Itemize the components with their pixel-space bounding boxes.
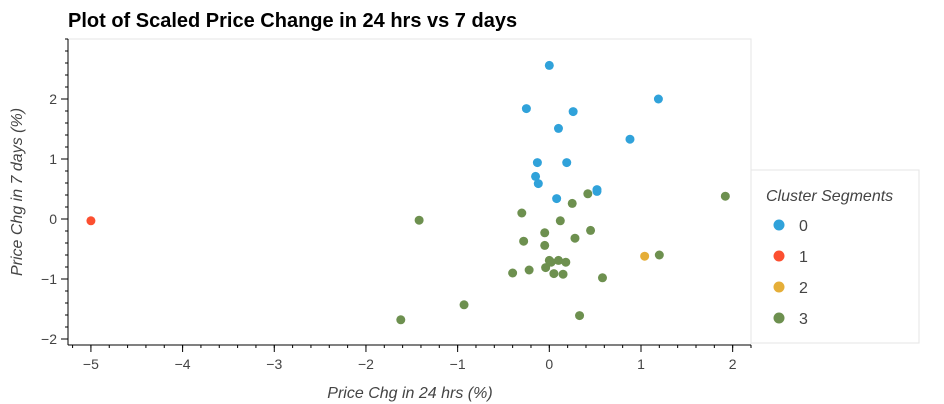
data-point-cluster-3[interactable] (541, 263, 551, 273)
data-point-cluster-0[interactable] (552, 194, 562, 204)
data-point-cluster-0[interactable] (653, 94, 663, 104)
y-tick-label: 2 (49, 91, 57, 107)
data-point-cluster-1[interactable] (86, 216, 96, 226)
data-point-cluster-3[interactable] (575, 311, 585, 321)
legend-items: 0 1 2 3 (773, 218, 808, 328)
data-point-cluster-0[interactable] (544, 60, 554, 70)
data-point-cluster-3[interactable] (414, 215, 424, 225)
data-point-cluster-3[interactable] (517, 208, 527, 218)
data-point-cluster-3[interactable] (553, 255, 563, 265)
legend-marker-2 (773, 281, 785, 293)
x-tick-label: 2 (729, 356, 737, 372)
x-axis-title: Price Chg in 24 hrs (%) (327, 385, 492, 402)
x-tick-label: −3 (266, 356, 282, 372)
legend-label-0: 0 (799, 218, 808, 235)
data-point-cluster-3[interactable] (524, 265, 534, 275)
y-axis: −2 −1 0 1 2 (41, 38, 69, 347)
x-tick-label: −5 (83, 356, 99, 372)
data-points (86, 60, 730, 325)
legend-title: Cluster Segments (766, 188, 893, 205)
data-point-cluster-0[interactable] (592, 186, 602, 196)
data-point-cluster-3[interactable] (546, 257, 556, 267)
data-point-cluster-3[interactable] (459, 300, 469, 310)
data-point-cluster-2[interactable] (640, 251, 650, 261)
data-point-cluster-3[interactable] (583, 189, 593, 199)
x-tick-label: −2 (358, 356, 374, 372)
x-axis: −5 −4 −3 −2 −1 0 1 2 (68, 344, 752, 372)
legend[interactable]: Cluster Segments 0 1 2 3 (750, 169, 920, 344)
data-point-cluster-0[interactable] (531, 171, 541, 181)
legend-label-1: 1 (799, 249, 808, 266)
legend-label-3: 3 (799, 311, 808, 328)
x-tick-label: 1 (637, 356, 645, 372)
x-tick-label: −1 (450, 356, 466, 372)
data-point-cluster-0[interactable] (532, 158, 542, 168)
data-point-cluster-3[interactable] (597, 273, 607, 283)
data-point-cluster-3[interactable] (558, 269, 568, 279)
data-point-cluster-3[interactable] (519, 236, 529, 246)
data-point-cluster-3[interactable] (555, 216, 565, 226)
x-tick-label: 0 (545, 356, 553, 372)
y-axis-title: Price Chg in 7 days (%) (9, 108, 26, 276)
data-point-cluster-0[interactable] (625, 134, 635, 144)
y-tick-label: 0 (49, 211, 57, 227)
data-point-cluster-3[interactable] (570, 233, 580, 243)
data-point-cluster-0[interactable] (553, 123, 563, 133)
data-point-cluster-3[interactable] (561, 257, 571, 267)
legend-label-2: 2 (799, 280, 808, 297)
data-point-cluster-3[interactable] (508, 268, 518, 278)
data-point-cluster-3[interactable] (540, 228, 550, 238)
x-tick-label: −4 (175, 356, 191, 372)
data-point-cluster-3[interactable] (567, 198, 577, 208)
data-point-cluster-3[interactable] (720, 191, 730, 201)
legend-marker-0 (773, 219, 785, 231)
legend-marker-1 (773, 250, 785, 262)
y-tick-label: −2 (41, 331, 57, 347)
y-tick-label: 1 (49, 151, 57, 167)
data-point-cluster-0[interactable] (533, 179, 543, 189)
data-point-cluster-0[interactable] (568, 107, 578, 117)
y-tick-label: −1 (41, 271, 57, 287)
data-point-cluster-3[interactable] (586, 225, 596, 235)
plot-area[interactable] (67, 38, 752, 346)
data-point-cluster-0[interactable] (521, 104, 531, 114)
data-point-cluster-3[interactable] (396, 315, 406, 325)
chart-title: Plot of Scaled Price Change in 24 hrs vs… (68, 10, 517, 32)
data-point-cluster-3[interactable] (549, 269, 559, 279)
legend-marker-3 (773, 312, 785, 324)
data-point-cluster-3[interactable] (540, 240, 550, 250)
data-point-cluster-3[interactable] (654, 250, 664, 260)
data-point-cluster-0[interactable] (562, 158, 572, 168)
